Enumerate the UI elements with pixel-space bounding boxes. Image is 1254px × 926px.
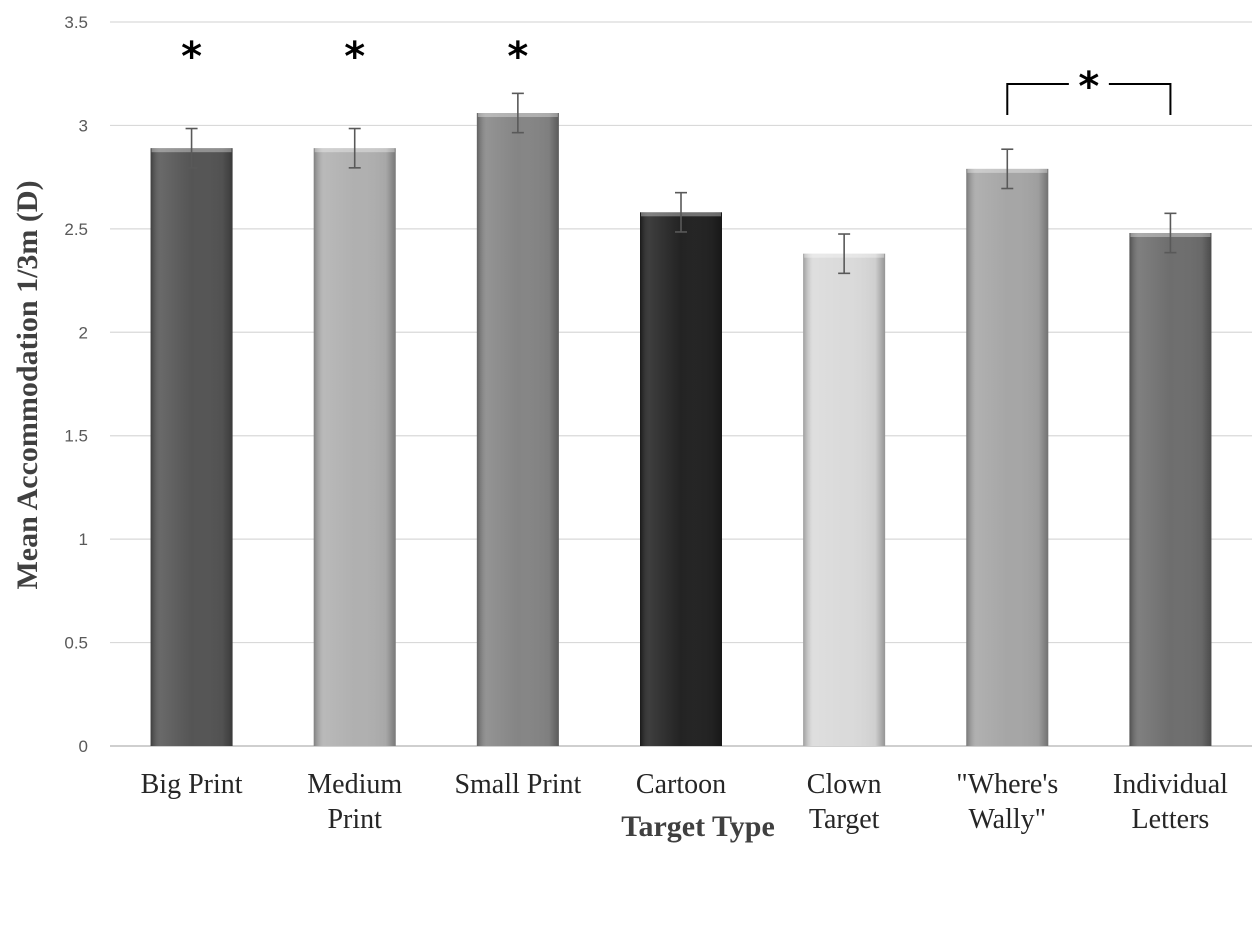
bar-shading — [966, 168, 1049, 746]
bar-shading — [313, 148, 396, 746]
significance-markers: * * * * — [181, 34, 1172, 115]
bar-shading — [803, 253, 886, 746]
significance-bracket-left — [1006, 83, 1069, 115]
y-tick-label: 0 — [79, 737, 88, 756]
x-category-label: Cartoon — [636, 769, 726, 800]
significance-star: * — [181, 34, 202, 80]
y-tick-label: 2.5 — [64, 220, 88, 239]
error-bars — [185, 92, 1177, 275]
y-axis-ticks: 0 0.5 1 1.5 2 2.5 3 3.5 — [64, 13, 88, 756]
x-category-label: Big Print — [141, 769, 243, 800]
x-category-label: Target — [809, 804, 880, 835]
x-axis-title: Target Type — [621, 810, 775, 843]
bar-shading — [1129, 232, 1212, 747]
x-category-label: Medium — [307, 769, 402, 800]
y-tick-label: 0.5 — [64, 634, 88, 653]
x-category-label: Print — [327, 804, 382, 835]
x-axis-categories: Big Print Medium Print Small Print Cartoon Cl… — [141, 769, 1229, 835]
x-category-label: "Where's — [956, 769, 1058, 800]
significance-star: * — [1078, 64, 1099, 110]
x-category-label: Individual — [1113, 769, 1228, 800]
significance-star: * — [344, 34, 365, 80]
bar-shading — [150, 148, 233, 746]
y-axis-title: Mean Accommodation 1/3m (D) — [11, 180, 44, 589]
y-tick-label: 3.5 — [64, 13, 88, 32]
y-tick-label: 2 — [79, 323, 88, 342]
significance-star: * — [507, 34, 528, 80]
y-tick-label: 3 — [79, 116, 88, 135]
x-category-label: Small Print — [454, 769, 581, 800]
y-tick-label: 1.5 — [64, 427, 88, 446]
bar-shading — [640, 212, 722, 746]
significance-bracket-right — [1108, 83, 1172, 115]
x-category-label: Clown — [807, 769, 882, 800]
bars — [150, 113, 1212, 747]
y-tick-label: 1 — [79, 530, 88, 549]
bar-shading — [476, 113, 559, 746]
x-category-label: Wally" — [968, 804, 1046, 835]
x-category-label: Letters — [1132, 804, 1210, 835]
